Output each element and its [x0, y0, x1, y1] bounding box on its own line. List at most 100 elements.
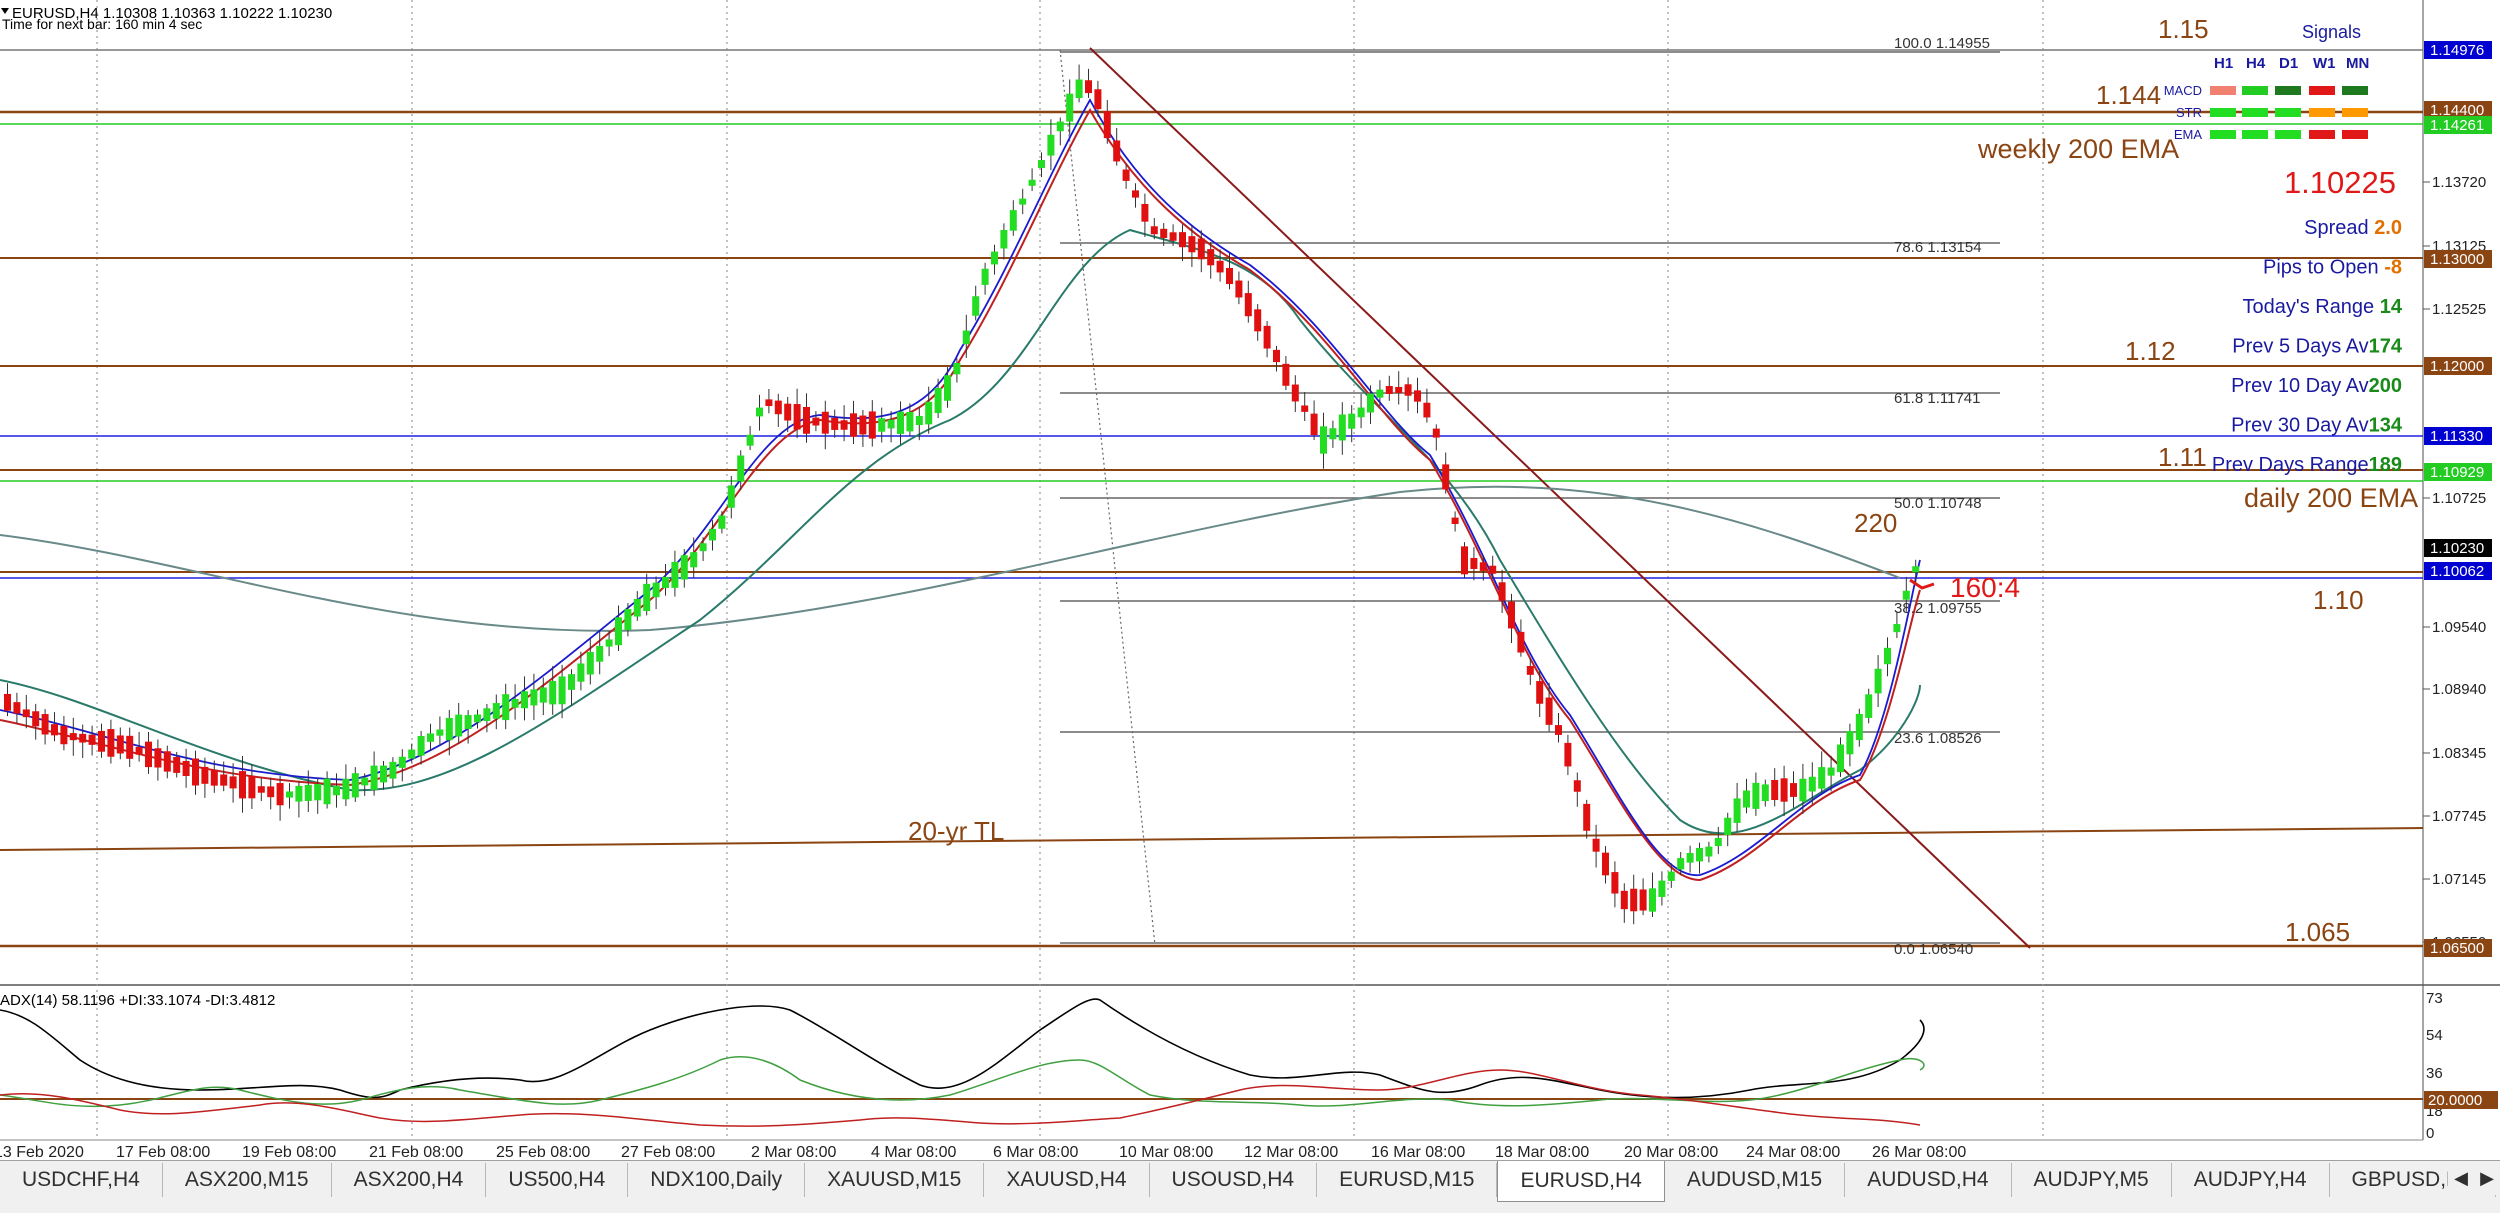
tab-asx200-h4[interactable]: ASX200,H4: [332, 1163, 487, 1197]
bull-candle: [577, 663, 585, 682]
time-tick: 18 Mar 08:00: [1495, 1144, 1589, 1160]
tab-audusd-h4[interactable]: AUDUSD,H4: [1845, 1163, 2012, 1197]
tab-audusd-m15[interactable]: AUDUSD,M15: [1665, 1163, 1846, 1197]
current-price: 1.10225: [2284, 165, 2396, 200]
bear-candle: [41, 714, 49, 735]
candles[interactable]: [4, 64, 1920, 925]
price-tag: [2424, 939, 2492, 957]
bear-candle: [1273, 349, 1280, 363]
bull-candle: [1338, 414, 1346, 441]
bull-candle: [633, 598, 641, 617]
chart-area[interactable]: 100.0 1.14955 78.6 1.13154 61.8 1.11741 50.…: [0, 0, 2500, 1161]
bull-candle: [1066, 93, 1074, 122]
bull-candle: [568, 674, 575, 690]
bear-candle: [1113, 140, 1121, 162]
tab-xauusd-h4[interactable]: XAUUSD,H4: [984, 1163, 1150, 1197]
bull-candle: [492, 703, 500, 719]
tab-eurusd-m15[interactable]: EURUSD,M15: [1317, 1163, 1498, 1197]
bear-candle: [229, 776, 237, 789]
price-axis[interactable]: 1.137201.131251.125251.107251.095401.089…: [2423, 174, 2486, 951]
bull-candle: [746, 434, 754, 446]
bear-candle: [1263, 325, 1271, 349]
tab-us500-h4[interactable]: US500,H4: [486, 1163, 629, 1197]
key-levels[interactable]: [0, 49, 2423, 948]
bull-candle: [727, 485, 735, 508]
bull-candle: [1874, 668, 1882, 694]
tab-audjpy-m5[interactable]: AUDJPY,M5: [2012, 1163, 2172, 1197]
price-tag-text: 1.13000: [2430, 251, 2484, 268]
bull-candle: [558, 676, 566, 705]
price-tick: 1.13720: [2432, 174, 2486, 191]
tab-usdchf-h4[interactable]: USDCHF,H4: [0, 1163, 163, 1197]
bear-candle: [850, 413, 857, 437]
bear-candle: [116, 735, 124, 754]
bull-candle: [925, 401, 933, 425]
bear-candle: [51, 724, 58, 736]
bull-candle: [1367, 393, 1374, 413]
adx-tick: 0: [2426, 1125, 2434, 1142]
bull-candle: [596, 645, 604, 662]
bear-candle: [154, 748, 162, 768]
bear-candle: [98, 730, 105, 752]
time-axis[interactable]: 13 Feb 2020 17 Feb 08:00 19 Feb 08:00 21 Fe…: [0, 1144, 1966, 1161]
bear-candle: [1451, 517, 1459, 524]
tab-audjpy-h4[interactable]: AUDJPY,H4: [2172, 1163, 2330, 1197]
tab-usousd-h4[interactable]: USOUSD,H4: [1150, 1163, 1318, 1197]
bull-candle: [887, 419, 895, 429]
price-tag-text: 1.11330: [2430, 428, 2483, 445]
signal-light: [2210, 86, 2236, 95]
bull-candle: [1028, 179, 1036, 186]
signals-grid: H1 H4 D1 W1 MN MACD STR EMA: [2164, 55, 2370, 142]
tab-ndx100-daily[interactable]: NDX100,Daily: [628, 1163, 806, 1197]
chart-menu-triangle-icon[interactable]: [1, 8, 9, 14]
bull-candle: [1056, 121, 1064, 132]
time-tick: 12 Mar 08:00: [1244, 1144, 1338, 1160]
price-tag-text: 1.14976: [2430, 42, 2484, 59]
bull-candle: [1799, 778, 1807, 802]
bear-candle: [1573, 780, 1581, 792]
signals-tf-W1: W1: [2313, 55, 2336, 72]
price-tag: [2424, 357, 2492, 375]
bull-candle: [1902, 590, 1910, 600]
bear-candle: [173, 756, 181, 773]
bear-candle: [1564, 742, 1572, 767]
price-tick: 1.10725: [2432, 490, 2486, 507]
bear-candle: [803, 406, 810, 434]
fib-levels[interactable]: [1060, 51, 2000, 944]
bull-candle: [483, 708, 491, 721]
adx-tick: 73: [2426, 990, 2443, 1007]
bull-candle: [878, 418, 886, 432]
tab-scroll-nav: ◀ ▶: [2448, 1161, 2500, 1195]
tab-scroll-left-icon[interactable]: ◀: [2454, 1167, 2468, 1189]
bull-candle: [1649, 888, 1656, 912]
bull-candle: [991, 251, 998, 265]
twenty-year-trendline[interactable]: [0, 827, 2424, 851]
bear-candle: [220, 774, 228, 786]
descending-trendline[interactable]: [1089, 47, 2031, 949]
time-tick: 24 Mar 08:00: [1746, 1144, 1840, 1160]
bear-candle: [1301, 405, 1309, 412]
bear-candle: [1150, 226, 1158, 235]
tab-xauusd-m15[interactable]: XAUUSD,M15: [805, 1163, 985, 1197]
bull-candle: [1761, 784, 1769, 802]
bear-candle: [1197, 238, 1205, 260]
tab-eurusd-h4[interactable]: EURUSD,H4: [1497, 1161, 1665, 1202]
signals-row-EMA: EMA: [2174, 127, 2203, 142]
bear-candle: [1094, 89, 1102, 110]
time-tick: 6 Mar 08:00: [993, 1144, 1078, 1160]
bull-candle: [690, 552, 698, 568]
bull-candle: [314, 783, 322, 801]
tab-asx200-m15[interactable]: ASX200,M15: [163, 1163, 332, 1197]
bear-candle: [1160, 228, 1168, 238]
time-tick: 19 Feb 08:00: [242, 1144, 336, 1160]
tab-scroll-right-icon[interactable]: ▶: [2480, 1167, 2494, 1189]
bull-candle: [398, 756, 406, 768]
bull-candle: [502, 694, 510, 721]
bear-candle: [276, 783, 284, 806]
adx-tick: 54: [2426, 1027, 2443, 1044]
bear-candle: [859, 415, 867, 435]
time-tick: 16 Mar 08:00: [1371, 1144, 1465, 1160]
bull-candle: [605, 639, 613, 647]
bull-candle: [530, 689, 538, 706]
bear-candle: [22, 709, 30, 718]
